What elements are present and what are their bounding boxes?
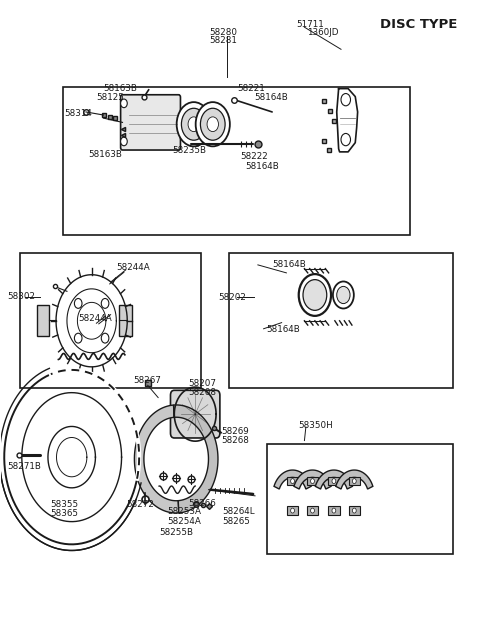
Text: 58202: 58202 (218, 293, 246, 302)
Circle shape (337, 286, 350, 304)
Text: 58208: 58208 (188, 387, 216, 397)
Circle shape (332, 508, 336, 513)
Polygon shape (315, 470, 352, 489)
Text: 58235B: 58235B (172, 146, 206, 154)
Text: 58302: 58302 (7, 292, 35, 301)
Text: DISC TYPE: DISC TYPE (381, 18, 458, 31)
Text: 58271B: 58271B (7, 463, 41, 471)
Circle shape (188, 117, 200, 131)
Circle shape (311, 508, 314, 513)
FancyBboxPatch shape (348, 477, 360, 486)
Polygon shape (336, 470, 373, 489)
FancyBboxPatch shape (287, 477, 298, 486)
Circle shape (333, 281, 354, 308)
Polygon shape (37, 305, 49, 336)
Text: 58253A: 58253A (168, 507, 202, 516)
Circle shape (291, 508, 294, 513)
Circle shape (120, 99, 127, 107)
Text: 58244A: 58244A (116, 263, 150, 273)
Circle shape (291, 479, 294, 484)
Circle shape (201, 108, 225, 140)
Text: 58267: 58267 (133, 376, 161, 386)
Circle shape (101, 299, 109, 308)
FancyBboxPatch shape (328, 477, 339, 486)
Text: 58164B: 58164B (272, 260, 306, 269)
Circle shape (196, 102, 230, 146)
Text: 58164B: 58164B (266, 325, 300, 334)
FancyBboxPatch shape (287, 507, 298, 515)
FancyBboxPatch shape (170, 391, 220, 438)
Circle shape (177, 102, 211, 146)
Circle shape (74, 299, 82, 308)
Text: 58222: 58222 (240, 152, 267, 160)
Circle shape (352, 508, 356, 513)
Text: 58268: 58268 (221, 436, 249, 445)
Text: 58280: 58280 (209, 28, 237, 36)
Text: 58125: 58125 (96, 93, 124, 102)
Text: 58314: 58314 (65, 109, 93, 118)
Text: 58164B: 58164B (246, 162, 279, 170)
Text: 51711: 51711 (296, 20, 324, 28)
Polygon shape (119, 305, 132, 336)
Text: 58207: 58207 (188, 379, 216, 388)
Text: 58264L: 58264L (222, 507, 255, 516)
FancyBboxPatch shape (307, 507, 318, 515)
Polygon shape (274, 470, 311, 489)
Polygon shape (174, 405, 218, 513)
Circle shape (299, 274, 331, 316)
Circle shape (207, 117, 218, 131)
Circle shape (303, 280, 327, 310)
Text: 1360JD: 1360JD (307, 28, 338, 37)
Text: 58244A: 58244A (78, 314, 112, 323)
FancyBboxPatch shape (348, 507, 360, 515)
Text: 58350H: 58350H (298, 421, 333, 429)
Text: 58355: 58355 (50, 500, 78, 509)
Circle shape (74, 333, 82, 343)
Text: 58164B: 58164B (254, 93, 288, 102)
Circle shape (332, 479, 336, 484)
Polygon shape (294, 470, 331, 489)
Circle shape (341, 133, 350, 146)
Circle shape (101, 333, 109, 343)
FancyBboxPatch shape (328, 507, 339, 515)
Text: 58255B: 58255B (159, 528, 193, 537)
FancyBboxPatch shape (307, 477, 318, 486)
FancyBboxPatch shape (120, 95, 180, 150)
Text: 58281: 58281 (209, 36, 237, 45)
Text: 58163B: 58163B (104, 84, 137, 93)
Circle shape (181, 108, 206, 140)
Text: 58254A: 58254A (168, 516, 202, 526)
Circle shape (341, 94, 350, 106)
Circle shape (120, 137, 127, 146)
Text: 58266: 58266 (188, 499, 216, 508)
Text: 58265: 58265 (222, 516, 250, 526)
Text: 58272: 58272 (126, 500, 154, 509)
Text: 58163B: 58163B (88, 151, 122, 159)
Text: 58365: 58365 (50, 509, 78, 518)
Polygon shape (134, 405, 179, 513)
Circle shape (311, 479, 314, 484)
Text: 58221: 58221 (238, 84, 265, 93)
Circle shape (352, 479, 356, 484)
Text: 58269: 58269 (221, 427, 249, 436)
